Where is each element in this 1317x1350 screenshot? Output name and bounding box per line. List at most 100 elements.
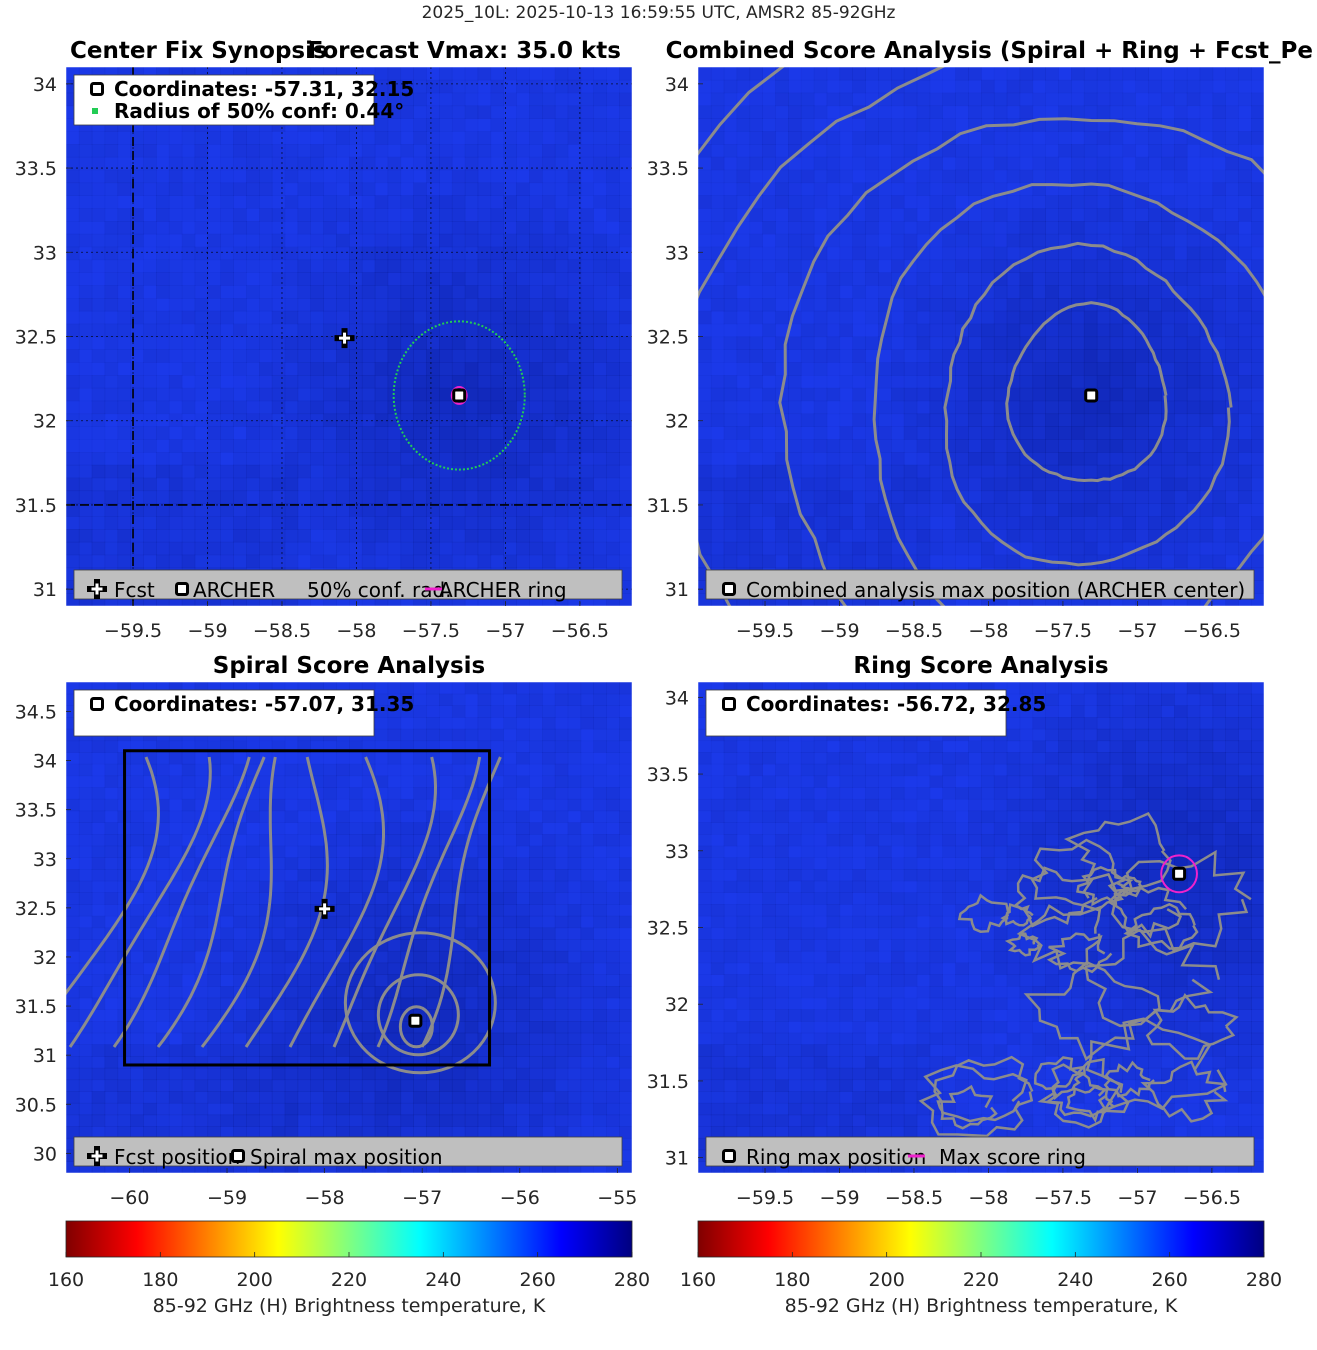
- synopsis-xtick-label: −56.5: [551, 620, 609, 642]
- ring-contour: [1085, 1017, 1228, 1112]
- synopsis-xtick-label: −58.5: [253, 620, 311, 642]
- combined-ytick-label: 31.5: [647, 495, 689, 517]
- synopsis-xtick-label: −59: [187, 620, 227, 642]
- ring-xtick-label: −56.5: [1183, 1187, 1241, 1209]
- synopsis-xtick-label: −57: [485, 620, 525, 642]
- synopsis-xtick-label: −57.5: [402, 620, 460, 642]
- spiral-ytick-label: 31.5: [15, 996, 57, 1018]
- synopsis-ytick-label: 32: [33, 411, 57, 433]
- combined-xtick-label: −57.5: [1034, 620, 1092, 642]
- spiral-legend: Fcst position Spiral max position: [73, 1136, 623, 1169]
- spiral-inner-contour: [343, 931, 497, 1075]
- colorbar-tick-label: 260: [1152, 1269, 1188, 1291]
- ring-contour: [1034, 1056, 1086, 1101]
- spiral-contour: [68, 756, 212, 1048]
- colorbar-tick-label: 180: [142, 1269, 178, 1291]
- spiral-contour: [288, 756, 385, 1048]
- synopsis-info-dot: [92, 108, 98, 114]
- synopsis-xtick-label: −58: [336, 620, 376, 642]
- spiral-ytick-label: 34: [33, 751, 57, 773]
- spiral-axes-frame: [65, 681, 633, 1174]
- spiral-search-box: [123, 749, 492, 1067]
- synopsis-info-text-0: Coordinates: -57.31, 32.15: [114, 77, 414, 101]
- ring-xtick-label: −58: [968, 1187, 1008, 1209]
- spiral-background: [66, 682, 632, 1173]
- ring-xtick-label: −59: [819, 1187, 859, 1209]
- ring-xtick-label: −57.5: [1034, 1187, 1092, 1209]
- colorbar-tick-label: 240: [1057, 1269, 1093, 1291]
- spiral-ytick-label: 34.5: [15, 701, 57, 723]
- ring-contour: [1013, 866, 1098, 928]
- spiral-ytick-label: 30.5: [15, 1094, 57, 1116]
- legend-fcst-position: Fcst position: [114, 1145, 240, 1169]
- spiral-xtick-label: −57: [402, 1187, 442, 1209]
- colorbar-tick-label: 260: [520, 1269, 556, 1291]
- synopsis-field: [66, 67, 632, 606]
- synopsis-ytick-label: 32.5: [15, 327, 57, 349]
- spiral-contour: [66, 756, 160, 996]
- spiral-field: [66, 682, 632, 1173]
- ring-contour: [1145, 992, 1239, 1060]
- ring-title: Ring Score Analysis: [853, 653, 1108, 679]
- combined-xtick-label: −57: [1117, 620, 1157, 642]
- ring-contour: [1063, 812, 1172, 893]
- ring-contour: [1123, 902, 1199, 950]
- ring-contour: [1044, 1071, 1108, 1118]
- legend-max-score-ring: Max score ring: [939, 1145, 1086, 1169]
- synopsis-ytick-label: 33.5: [15, 158, 57, 180]
- synopsis-legend: Fcst ARCHER 50% conf. rad.ARCHER ring: [73, 569, 623, 602]
- legend-combined-max: Combined analysis max position (ARCHER c…: [746, 578, 1245, 602]
- synopsis-info-text-1: Radius of 50% conf: 0.44°: [114, 99, 404, 123]
- colorbar-tick-label: 200: [237, 1269, 273, 1291]
- combined-ytick-label: 34: [665, 74, 689, 96]
- ring-ytick-label: 32: [665, 994, 689, 1016]
- ring-field: [698, 682, 1264, 1173]
- legend-archer: ARCHER: [193, 578, 275, 602]
- combined-ytick-label: 31: [665, 579, 689, 601]
- colorbar-tick-label: 200: [869, 1269, 905, 1291]
- colorbar-label-right: 85-92 GHz (H) Brightness temperature, K: [785, 1295, 1178, 1317]
- spiral-max-marker: [408, 1013, 423, 1028]
- synopsis-info-marker: [90, 82, 104, 96]
- spiral-xtick-label: −58: [305, 1187, 345, 1209]
- combined-xtick-label: −59.5: [736, 620, 794, 642]
- legend-ring-max-icon: [722, 1149, 736, 1163]
- legend-archer-ring: ARCHER ring: [439, 578, 567, 602]
- colorbar-tick-label: 160: [680, 1269, 716, 1291]
- spiral-title: Spiral Score Analysis: [213, 653, 485, 679]
- ring-xtick-label: −57: [1117, 1187, 1157, 1209]
- ring-max-marker: [1172, 866, 1187, 881]
- ring-contour: [936, 1084, 998, 1130]
- spiral-contour: [420, 756, 502, 1048]
- synopsis-archer-marker: [452, 388, 467, 403]
- ring-ytick-label: 31: [665, 1148, 689, 1170]
- spiral-xtick-label: −55: [597, 1187, 637, 1209]
- spiral-inner-contour: [398, 1005, 434, 1049]
- colorbar-tick-label: 240: [425, 1269, 461, 1291]
- spiral-contour: [112, 756, 251, 1048]
- combined-legend: Combined analysis max position (ARCHER c…: [705, 569, 1255, 602]
- spiral-contour: [156, 756, 266, 1048]
- combined-contour: [1005, 301, 1168, 483]
- legend-fcst-icon: [87, 579, 107, 599]
- spiral-ytick-label: 33: [33, 849, 57, 871]
- ring-ytick-label: 31.5: [647, 1071, 689, 1093]
- spiral-info-marker: [90, 697, 104, 711]
- colorbar-tick-label: 280: [614, 1269, 650, 1291]
- synopsis-title-left: Center Fix Synopsis: [70, 38, 327, 64]
- combined-xtick-label: −56.5: [1183, 620, 1241, 642]
- ring-contour: [933, 1055, 1034, 1123]
- colorbar-tick-label: 220: [331, 1269, 367, 1291]
- combined-ytick-label: 33.5: [647, 158, 689, 180]
- spiral-ytick-label: 30: [33, 1143, 57, 1165]
- spiral-info-text-0: Coordinates: -57.07, 31.35: [114, 692, 414, 716]
- combined-ytick-label: 32: [665, 411, 689, 433]
- spiral-forecast-marker: [314, 898, 335, 919]
- synopsis-ytick-label: 34: [33, 74, 57, 96]
- combined-xtick-label: −59: [819, 620, 859, 642]
- colorbar-label-left: 85-92 GHz (H) Brightness temperature, K: [153, 1295, 546, 1317]
- ring-ytick-label: 34: [665, 687, 689, 709]
- spiral-xtick-label: −59: [207, 1187, 247, 1209]
- spiral-ytick-label: 32: [33, 947, 57, 969]
